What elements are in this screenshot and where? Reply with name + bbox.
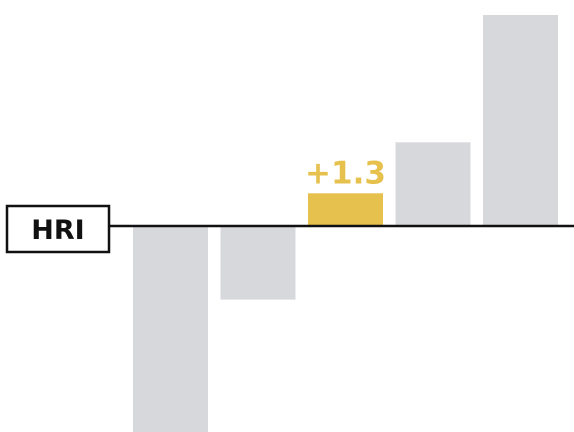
baseline-label-text: HRI [31,215,84,246]
bar-highlight [308,193,383,226]
bar-1 [133,226,208,432]
baseline-label-box [5,204,111,254]
bar-2 [220,226,296,300]
bar-data-label: +1.3 [305,155,386,191]
bars-group [133,15,558,432]
bar-5 [483,15,558,226]
data-labels-group: +1.3 [305,155,386,191]
baseline-label: HRI [5,204,111,254]
bar-4 [395,142,471,226]
